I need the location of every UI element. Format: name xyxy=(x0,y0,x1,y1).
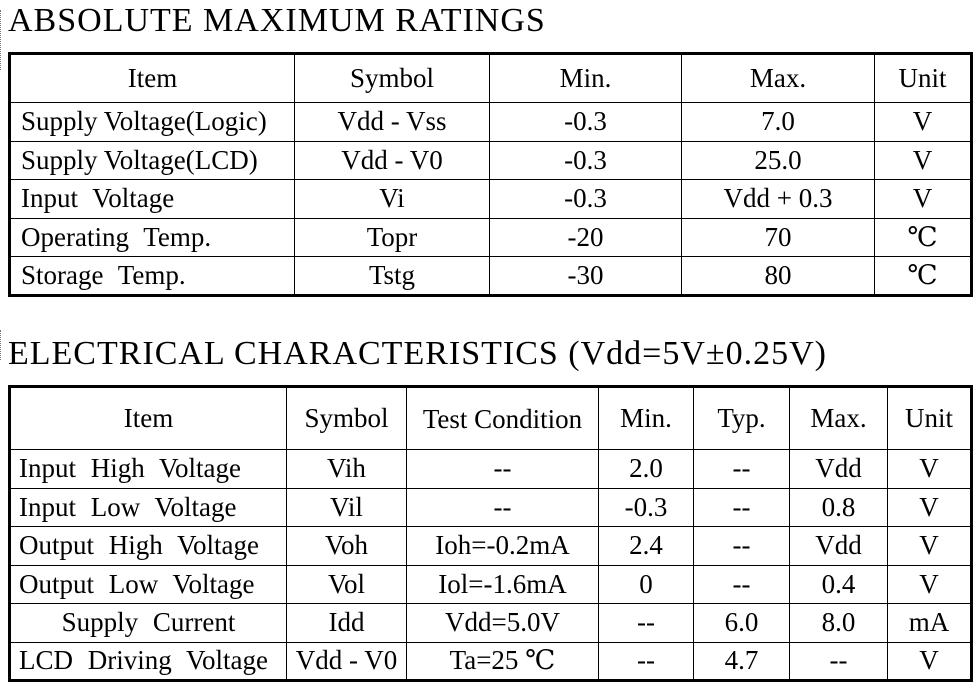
cell-item: Supply Voltage(LCD) xyxy=(9,140,295,180)
cell-min: 2.4 xyxy=(598,526,694,566)
cell-symbol: Vi xyxy=(294,179,490,219)
cell-symbol: Tstg xyxy=(294,256,490,296)
cell-unit: V xyxy=(887,641,972,681)
cell-test-condition: -- xyxy=(406,487,599,527)
header-item: Item xyxy=(9,53,295,103)
table-row: Storage Temp. Tstg -30 80 ℃ xyxy=(9,256,972,296)
cell-min: -0.3 xyxy=(489,179,682,219)
table-row: Output Low Voltage Vol Iol=-1.6mA 0 -- 0… xyxy=(9,564,972,604)
cell-max: Vdd xyxy=(789,449,888,489)
cell-unit: V xyxy=(874,102,972,142)
cell-symbol: Vol xyxy=(286,564,407,604)
table-row: LCD Driving Voltage Vdd - V0 Ta=25 ℃ -- … xyxy=(9,641,972,681)
header-symbol: Symbol xyxy=(294,53,490,103)
cell-max: Vdd + 0.3 xyxy=(681,179,875,219)
cell-item: Input Low Voltage xyxy=(9,487,287,527)
cell-symbol: Vdd - V0 xyxy=(294,140,490,180)
cell-unit: ℃ xyxy=(874,217,972,257)
cell-item: Operating Temp. xyxy=(9,217,295,257)
table-row: Supply Voltage(LCD) Vdd - V0 -0.3 25.0 V xyxy=(9,140,972,180)
cell-typ: 6.0 xyxy=(693,603,790,643)
table-row: Operating Temp. Topr -20 70 ℃ xyxy=(9,217,972,257)
cell-max: 0.8 xyxy=(789,487,888,527)
cell-symbol: Vdd - Vss xyxy=(294,102,490,142)
absolute-maximum-ratings-table: Item Symbol Min. Max. Unit Supply Voltag… xyxy=(8,52,973,297)
cell-test-condition: Ta=25 ℃ xyxy=(406,641,599,681)
cell-max: 25.0 xyxy=(681,140,875,180)
cell-min: -0.3 xyxy=(489,102,682,142)
cell-item: Storage Temp. xyxy=(9,256,295,296)
header-symbol: Symbol xyxy=(286,386,407,450)
electrical-characteristics-title: ELECTRICAL CHARACTERISTICS (Vdd=5V±0.25V… xyxy=(8,335,827,372)
cell-test-condition: Vdd=5.0V xyxy=(406,603,599,643)
cell-symbol: Idd xyxy=(286,603,407,643)
cell-test-condition: Iol=-1.6mA xyxy=(406,564,599,604)
cell-typ: 4.7 xyxy=(693,641,790,681)
cell-min: -0.3 xyxy=(489,140,682,180)
cell-min: -30 xyxy=(489,256,682,296)
table-row: Output High Voltage Voh Ioh=-0.2mA 2.4 -… xyxy=(9,526,972,566)
table-row: Supply Current Idd Vdd=5.0V -- 6.0 8.0 m… xyxy=(9,603,972,643)
page-edge-mark xyxy=(0,10,6,70)
cell-unit: mA xyxy=(887,603,972,643)
cell-typ: -- xyxy=(693,487,790,527)
cell-unit: V xyxy=(874,140,972,180)
cell-unit: ℃ xyxy=(874,256,972,296)
cell-max: 80 xyxy=(681,256,875,296)
electrical-characteristics-table: Item Symbol Test Condition Min. Typ. Max… xyxy=(8,385,973,682)
table-header-row: Item Symbol Test Condition Min. Typ. Max… xyxy=(9,386,972,450)
table-row: Input Low Voltage Vil -- -0.3 -- 0.8 V xyxy=(9,487,972,527)
cell-item: Input Voltage xyxy=(9,179,295,219)
cell-min: 2.0 xyxy=(598,449,694,489)
cell-symbol: Voh xyxy=(286,526,407,566)
cell-symbol: Topr xyxy=(294,217,490,257)
cell-typ: -- xyxy=(693,564,790,604)
header-unit: Unit xyxy=(887,386,972,450)
cell-min: -- xyxy=(598,603,694,643)
cell-symbol: Vih xyxy=(286,449,407,489)
page-edge-mark xyxy=(0,330,6,360)
cell-min: -- xyxy=(598,641,694,681)
cell-min: -20 xyxy=(489,217,682,257)
cell-unit: V xyxy=(887,487,972,527)
cell-item: LCD Driving Voltage xyxy=(9,641,287,681)
header-item: Item xyxy=(9,386,287,450)
cell-unit: V xyxy=(874,179,972,219)
cell-max: Vdd xyxy=(789,526,888,566)
cell-max: 0.4 xyxy=(789,564,888,604)
cell-max: -- xyxy=(789,641,888,681)
header-max: Max. xyxy=(681,53,875,103)
header-min: Min. xyxy=(598,386,694,450)
cell-max: 70 xyxy=(681,217,875,257)
cell-max: 7.0 xyxy=(681,102,875,142)
cell-symbol: Vil xyxy=(286,487,407,527)
header-unit: Unit xyxy=(874,53,972,103)
cell-item: Output High Voltage xyxy=(9,526,287,566)
cell-typ: -- xyxy=(693,449,790,489)
cell-item: Input High Voltage xyxy=(9,449,287,489)
cell-item: Output Low Voltage xyxy=(9,564,287,604)
absolute-maximum-ratings-title: ABSOLUTE MAXIMUM RATINGS xyxy=(8,2,546,39)
cell-item: Supply Current xyxy=(9,603,287,643)
cell-test-condition: Ioh=-0.2mA xyxy=(406,526,599,566)
cell-max: 8.0 xyxy=(789,603,888,643)
cell-test-condition: -- xyxy=(406,449,599,489)
table-row: Supply Voltage(Logic) Vdd - Vss -0.3 7.0… xyxy=(9,102,972,142)
cell-item: Supply Voltage(Logic) xyxy=(9,102,295,142)
cell-unit: V xyxy=(887,449,972,489)
table-header-row: Item Symbol Min. Max. Unit xyxy=(9,53,972,103)
table-row: Input High Voltage Vih -- 2.0 -- Vdd V xyxy=(9,449,972,489)
cell-unit: V xyxy=(887,564,972,604)
header-test-condition: Test Condition xyxy=(406,386,599,450)
header-min: Min. xyxy=(489,53,682,103)
header-max: Max. xyxy=(789,386,888,450)
header-typ: Typ. xyxy=(693,386,790,450)
cell-unit: V xyxy=(887,526,972,566)
cell-symbol: Vdd - V0 xyxy=(286,641,407,681)
cell-min: -0.3 xyxy=(598,487,694,527)
cell-min: 0 xyxy=(598,564,694,604)
cell-typ: -- xyxy=(693,526,790,566)
table-row: Input Voltage Vi -0.3 Vdd + 0.3 V xyxy=(9,179,972,219)
